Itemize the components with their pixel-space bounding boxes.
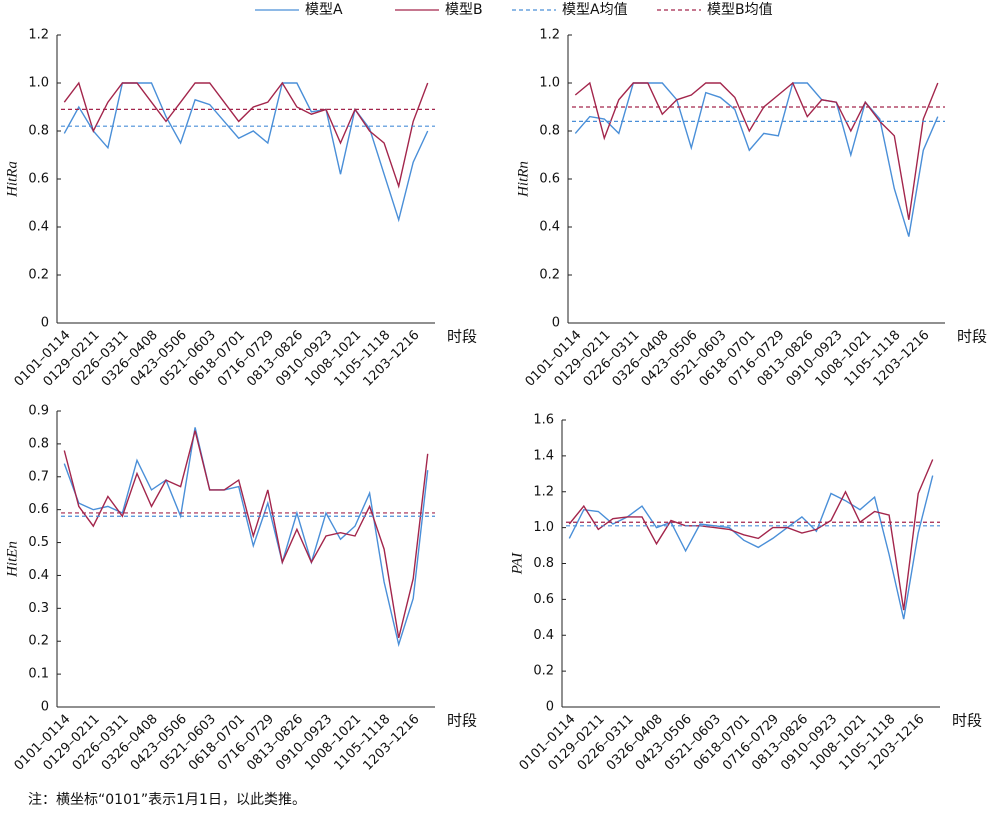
y-axis-label: PAI — [509, 552, 525, 575]
y-tick-label: 0.4 — [28, 220, 49, 235]
y-tick-label: 0.8 — [28, 124, 49, 139]
y-tick-label: 1.4 — [533, 448, 554, 463]
series-line — [574, 82, 939, 237]
y-tick-label: 1.2 — [28, 28, 49, 43]
y-tick-label: 0.2 — [533, 664, 554, 679]
y-tick-label: 0.4 — [28, 568, 49, 583]
series-line — [568, 459, 934, 611]
legend-label: 模型A — [305, 2, 343, 18]
y-tick-label: 0.2 — [28, 268, 49, 283]
series-line — [63, 81, 429, 189]
y-tick-label: 0 — [41, 700, 49, 715]
y-tick-label: 0 — [41, 316, 49, 331]
y-tick-label: 1.0 — [28, 76, 49, 91]
y-tick-label: 0 — [552, 316, 560, 331]
series-line — [63, 82, 429, 223]
x-axis-label: 时段 — [447, 712, 477, 730]
y-tick-label: 0.2 — [539, 268, 560, 283]
y-tick-label: 0.7 — [28, 469, 49, 484]
y-axis-label: HitRn — [515, 161, 531, 198]
x-axis-label: 时段 — [447, 328, 477, 346]
note: 注：横坐标“0101”表示1月1日，以此类推。 — [28, 792, 306, 808]
y-tick-label: 1.0 — [539, 76, 560, 91]
y-tick-label: 0.6 — [28, 502, 49, 517]
series-line — [63, 427, 429, 648]
y-tick-label: 1.2 — [533, 484, 554, 499]
y-tick-label: 1.2 — [539, 28, 560, 43]
y-tick-label: 1.0 — [533, 520, 554, 535]
y-axis-label: HitEn — [4, 541, 20, 578]
y-tick-label: 0.8 — [28, 436, 49, 451]
x-axis-label: 时段 — [957, 328, 987, 346]
y-tick-label: 0.3 — [28, 601, 49, 616]
y-tick-label: 0.6 — [539, 172, 560, 187]
series-line — [574, 81, 939, 220]
series-line — [568, 475, 934, 620]
y-tick-label: 0.1 — [28, 667, 49, 682]
y-tick-label: 0.9 — [28, 404, 49, 419]
y-tick-label: 0.4 — [533, 628, 554, 643]
y-tick-label: 0 — [546, 700, 554, 715]
legend-label: 模型B均值 — [707, 2, 773, 18]
y-tick-label: 0.2 — [28, 634, 49, 649]
y-tick-label: 0.8 — [533, 556, 554, 571]
y-tick-label: 1.6 — [533, 413, 554, 428]
y-tick-label: 0.6 — [28, 172, 49, 187]
x-axis-label: 时段 — [952, 712, 982, 730]
y-tick-label: 0.8 — [539, 124, 560, 139]
y-axis-label: HitRa — [4, 161, 20, 198]
y-tick-label: 0.4 — [539, 220, 560, 235]
legend-label: 模型A均值 — [562, 2, 628, 18]
y-tick-label: 0.6 — [533, 592, 554, 607]
series-line — [63, 430, 429, 639]
legend-label: 模型B — [445, 2, 483, 18]
y-tick-label: 0.5 — [28, 535, 49, 550]
